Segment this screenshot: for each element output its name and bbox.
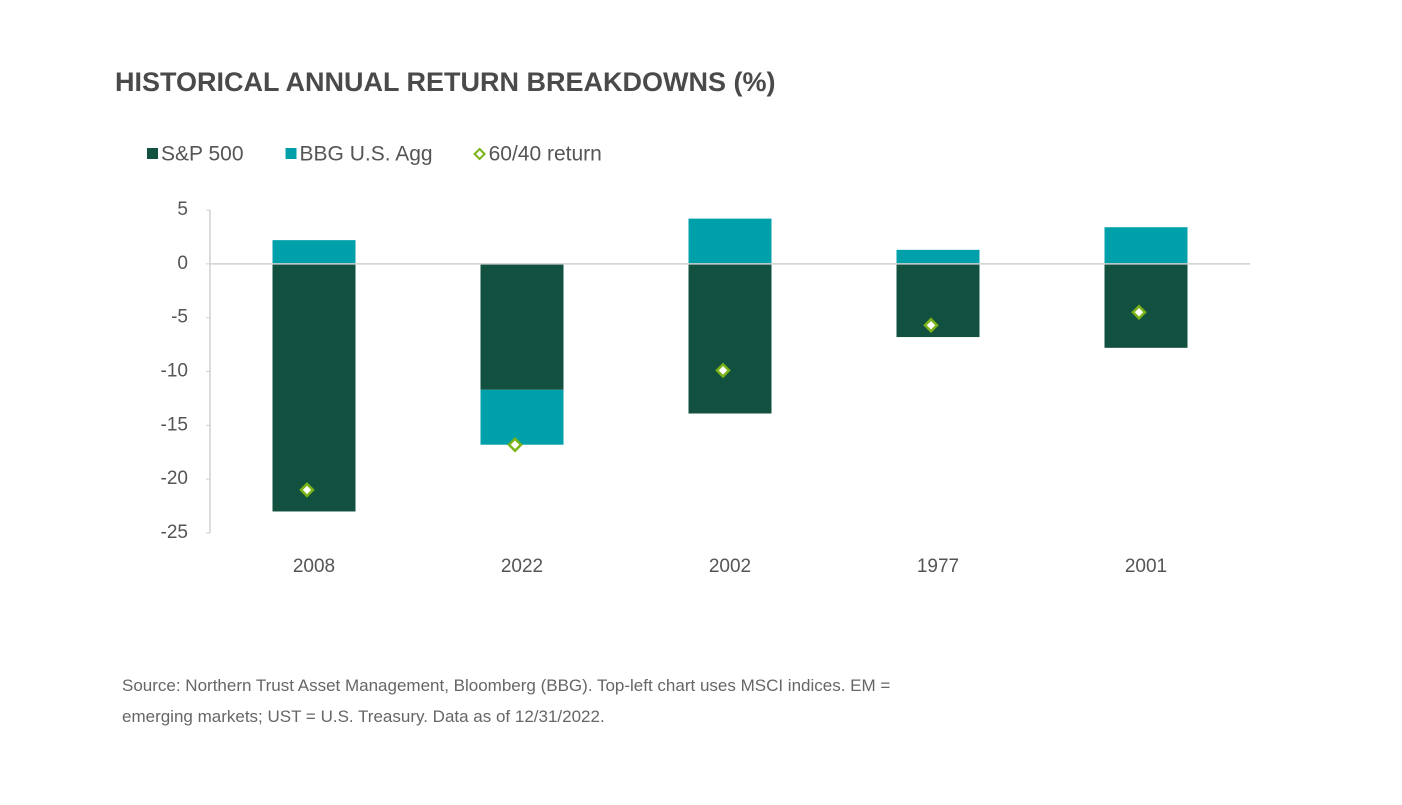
y-tick-label: 0 xyxy=(177,253,188,274)
bar xyxy=(896,249,980,264)
x-tick-label: 2002 xyxy=(709,556,751,577)
bar xyxy=(1104,263,1188,348)
legend-swatch xyxy=(285,148,297,159)
source-line: Source: Northern Trust Asset Management,… xyxy=(122,676,891,695)
legend-label: S&P 500 xyxy=(161,143,244,166)
y-tick-label: -20 xyxy=(161,468,188,489)
x-tick-label: 2001 xyxy=(1125,556,1167,577)
bar xyxy=(272,240,356,264)
marker xyxy=(715,362,731,379)
x-tick-label: 2008 xyxy=(293,556,335,577)
bar xyxy=(688,218,772,264)
marker xyxy=(299,482,315,498)
bar xyxy=(480,263,564,390)
chart: HISTORICAL ANNUAL RETURN BREAKDOWNS (%) … xyxy=(115,67,1250,577)
x-tick-label: 2022 xyxy=(501,556,543,577)
legend-label: 60/40 return xyxy=(489,143,602,166)
bar xyxy=(896,263,980,338)
y-tick-label: -15 xyxy=(161,414,188,435)
y-tick-label: -10 xyxy=(161,361,188,382)
y-tick-label: 5 xyxy=(177,199,188,220)
bar xyxy=(688,263,772,414)
legend-label: BBG U.S. Agg xyxy=(300,143,433,166)
bar xyxy=(272,263,356,512)
source-note: Source: Northern Trust Asset Management,… xyxy=(122,670,1302,732)
legend-marker xyxy=(473,147,487,161)
y-tick-label: -25 xyxy=(161,522,188,543)
bar xyxy=(480,389,564,445)
legend-swatch xyxy=(147,148,158,159)
bar xyxy=(1104,227,1188,264)
chart-title: HISTORICAL ANNUAL RETURN BREAKDOWNS (%) xyxy=(115,67,776,97)
source-line: emerging markets; UST = U.S. Treasury. D… xyxy=(122,707,605,726)
marker xyxy=(507,436,523,453)
x-tick-label: 1977 xyxy=(917,556,959,577)
marker xyxy=(1131,304,1147,321)
y-tick-label: -5 xyxy=(171,307,188,328)
marker xyxy=(923,317,939,333)
